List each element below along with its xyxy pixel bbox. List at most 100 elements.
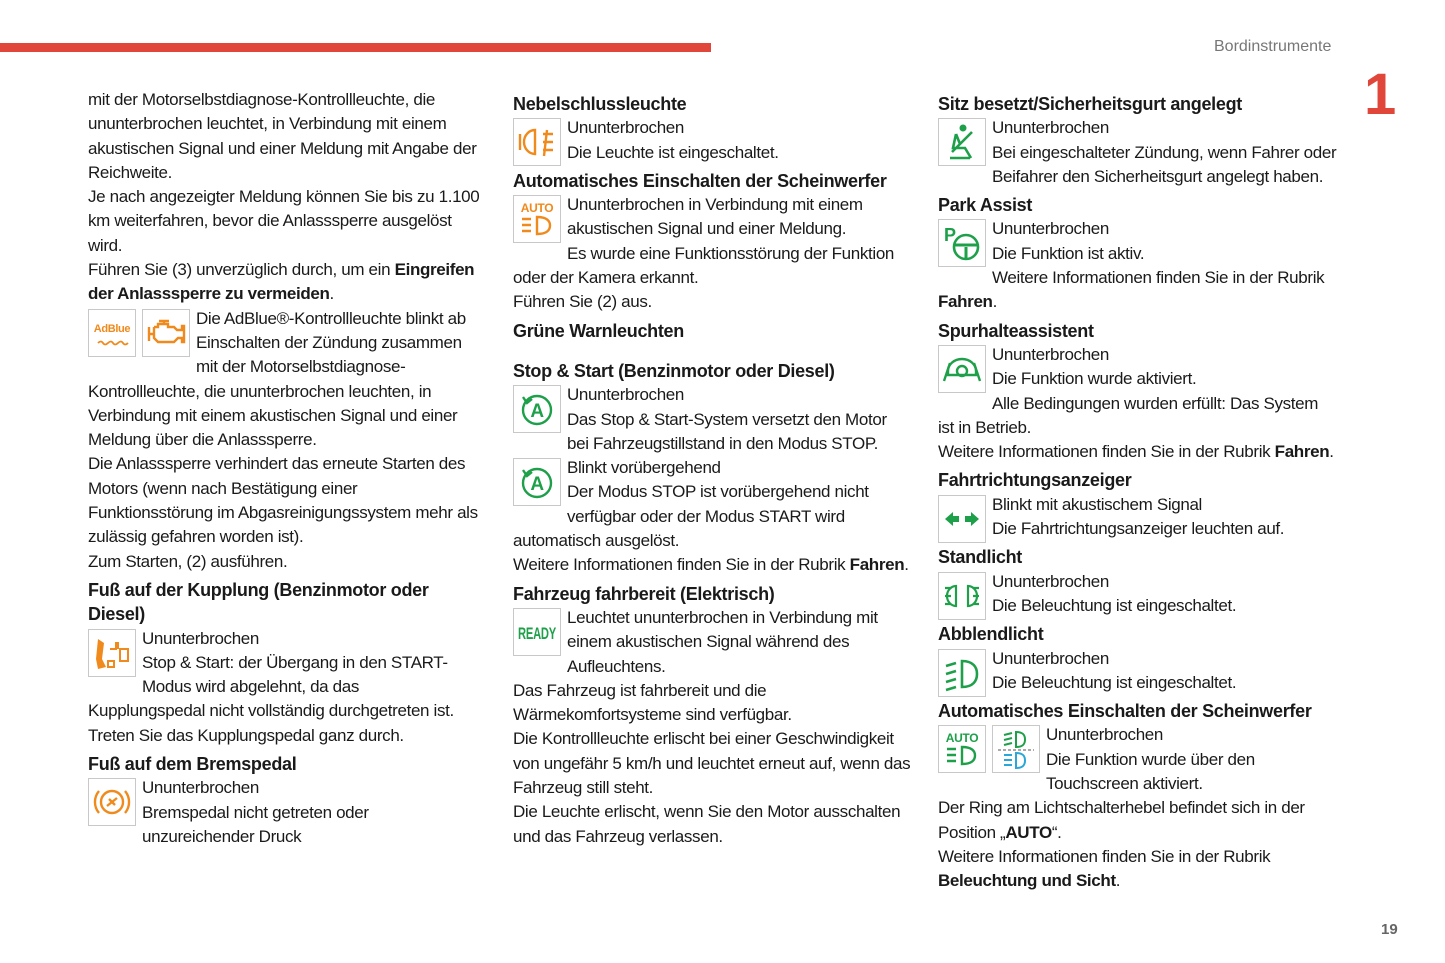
- text: Die Funktion wurde über den Touchscreen …: [1046, 749, 1255, 794]
- text: Weitere Informationen finden Sie in der …: [938, 442, 1275, 462]
- paragraph: P Ununterbrochen Die Funktion ist aktiv.: [938, 217, 1338, 268]
- section-title: Bordinstrumente: [1214, 38, 1332, 55]
- text: Ununterbrochen: [142, 778, 260, 798]
- section-heading: Fahrzeug fahrbereit (Elektrisch): [513, 583, 775, 604]
- paragraph: Die Leuchte erlischt, wenn Sie den Motor…: [513, 800, 911, 849]
- text: .: [1329, 442, 1334, 462]
- text: .: [329, 284, 335, 304]
- turn-signal-icon: [938, 494, 986, 543]
- paragraph: Weitere Informationen finden Sie in der …: [938, 266, 1338, 315]
- svg-text:AdBlue: AdBlue: [94, 323, 131, 335]
- stop-start-icon: A: [513, 385, 561, 434]
- paragraph: Ununterbrochen Die Funktion wurde aktivie…: [938, 343, 1338, 393]
- text: Die AdBlue®-Kontrollleuchte blinkt ab Ei…: [88, 308, 466, 450]
- text: Ununterbrochen: [992, 344, 1110, 364]
- section-heading: Fuß auf dem Bremspedal: [88, 754, 297, 775]
- section-heading: Sitz besetzt/Sicherheitsgurt angelegt: [938, 94, 1242, 114]
- stop-start-icon: A: [513, 458, 561, 507]
- text: Die Funktion ist aktiv.: [992, 243, 1145, 263]
- paragraph: Die Anlasssperre verhindert das erneute …: [88, 452, 480, 549]
- text: Die Beleuchtung ist eingeschaltet.: [992, 595, 1237, 615]
- paragraph: AdBlue Die AdBlue®-Kontrollleuchte blinkt…: [88, 307, 480, 453]
- section-heading: Automatisches Einschalten der Scheinwerf…: [513, 170, 887, 191]
- section-heading: Stop & Start (Benzinmotor oder Diesel): [513, 360, 835, 381]
- lane-keeping-icon: [938, 344, 986, 393]
- text: “.: [1051, 822, 1062, 842]
- column-right: Sitz besetzt/Sicherheitsgurt angelegt Unu…: [938, 88, 1338, 894]
- clutch-pedal-icon: [88, 628, 136, 677]
- svg-text:A: A: [530, 474, 544, 495]
- text: Blinkt mit akustischem Signal: [992, 494, 1202, 514]
- text: Die Leuchte erlischt, wenn Sie den Motor…: [513, 802, 901, 846]
- text: Ununterbrochen: [567, 118, 685, 138]
- bold-text: AUTO: [1005, 822, 1052, 842]
- column-middle: Nebelschlussleuchte Ununterbrochen Die Leu…: [513, 88, 911, 849]
- text: Ununterbrochen: [567, 385, 685, 405]
- adblue-icon: AdBlue: [88, 308, 136, 357]
- auto-beam-touchscreen-icon: [992, 725, 1040, 774]
- text: Ununterbrochen in Verbindung mit einem a…: [567, 195, 863, 239]
- svg-text:AUTO: AUTO: [946, 731, 978, 745]
- section-heading: Grüne Warnleuchten: [513, 320, 684, 341]
- paragraph: Weitere Informationen finden Sie in der …: [938, 845, 1338, 894]
- paragraph: Es wurde eine Funktionsstörung der Funkt…: [513, 242, 911, 291]
- section-heading: Fuß auf der Kupplung (Benzinmotor oder D…: [88, 579, 429, 625]
- park-assist-icon: P: [938, 219, 986, 268]
- text: Bremspedal nicht getreten oder unzureich…: [142, 802, 369, 846]
- svg-text:P: P: [944, 225, 956, 245]
- paragraph: Die Kontrollleuchte erlischt bei einer G…: [513, 727, 911, 800]
- text: Je nach angezeigter Meldung können Sie b…: [88, 187, 480, 255]
- text: Der Modus STOP ist vorübergehend nicht v…: [513, 482, 869, 551]
- text: Weitere Informationen finden Sie in der …: [938, 846, 1271, 866]
- paragraph: Führen Sie (2) aus.: [513, 290, 911, 314]
- paragraph: Weitere Informationen finden Sie in der …: [513, 553, 911, 577]
- text: Die Funktion wurde aktiviert.: [992, 369, 1197, 389]
- paragraph: Zum Starten, (2) ausführen.: [88, 550, 480, 574]
- text: Das Stop & Start-System versetzt den Mot…: [567, 409, 887, 453]
- text: Weitere Informationen finden Sie in der …: [513, 555, 850, 575]
- text: Der Ring am Lichtschalterhebel befindet …: [938, 798, 1305, 842]
- dipped-beam-icon: [938, 648, 986, 697]
- text: Ununterbrochen: [142, 628, 260, 648]
- text: Weitere Informationen finden Sie in der …: [992, 268, 1325, 288]
- text: Alle Bedingungen wurden erfüllt: Das Sys…: [938, 393, 1319, 437]
- paragraph: mit der Motorselbstdiagnose-Kontrollleuc…: [88, 88, 480, 185]
- paragraph: Ununterbrochen Die Beleuchtung ist einges…: [938, 647, 1338, 697]
- paragraph: Ununterbrochen Bei eingeschalteter Zündun…: [938, 116, 1338, 189]
- paragraph: Treten Sie das Kupplungspedal ganz durch…: [88, 724, 480, 748]
- spacer: [513, 343, 911, 355]
- bold-text: Fahren: [938, 292, 993, 312]
- paragraph: AUTO Ununterbrochen in Verbindung mit ein…: [513, 193, 911, 244]
- bold-text: Beleuchtung und Sicht: [938, 871, 1116, 891]
- paragraph: Je nach angezeigter Meldung können Sie b…: [88, 185, 480, 258]
- paragraph: Alle Bedingungen wurden erfüllt: Das Sys…: [938, 392, 1338, 441]
- text: mit der Motorselbstdiagnose-Kontrollleuc…: [88, 90, 477, 182]
- text: Die Anlasssperre verhindert das erneute …: [88, 454, 478, 547]
- text: Blinkt vorübergehend: [567, 458, 721, 478]
- svg-text:A: A: [530, 401, 544, 422]
- rear-fog-light-icon: [513, 118, 561, 167]
- paragraph: Weitere Informationen finden Sie in der …: [938, 440, 1338, 464]
- section-heading: Fahrtrichtungsanzeiger: [938, 470, 1132, 491]
- paragraph: A Blinkt vorübergehend Der Modus STOP ist …: [513, 456, 911, 553]
- ready-icon: READY: [513, 607, 561, 656]
- text: Es wurde eine Funktionsstörung der Funkt…: [513, 243, 895, 288]
- text: Treten Sie das Kupplungspedal ganz durch…: [88, 725, 404, 745]
- text: Die Beleuchtung ist eingeschaltet.: [992, 672, 1237, 692]
- text: Die Fahrtrichtungsanzeiger leuchten auf.: [992, 519, 1285, 539]
- paragraph: Blinkt mit akustischem Signal Die Fahrtri…: [938, 493, 1338, 543]
- paragraph: Führen Sie (3) unverzüglich durch, um ei…: [88, 258, 480, 307]
- section-heading: Standlicht: [938, 547, 1023, 568]
- paragraph: Ununterbrochen Bremspedal nicht getreten …: [88, 776, 480, 849]
- seatbelt-icon: [938, 118, 986, 167]
- text: Führen Sie (2) aus.: [513, 292, 652, 312]
- paragraph: AUTO Ununterbrochen Die Funktion wurde übe…: [938, 723, 1338, 796]
- paragraph: Das Fahrzeug ist fahrbereit und die Wärm…: [513, 679, 911, 728]
- text: Ununterbrochen: [1046, 725, 1164, 745]
- paragraph: Der Ring am Lichtschalterhebel befindet …: [938, 796, 1338, 845]
- text: Bei eingeschalteter Zündung, wenn Fahrer…: [992, 142, 1337, 186]
- paragraph: A Ununterbrochen Das Stop & Start-System v…: [513, 383, 911, 456]
- paragraph: Ununterbrochen Die Leuchte ist eingeschal…: [513, 116, 911, 167]
- section-heading: Automatisches Einschalten der Scheinwerf…: [938, 701, 1312, 722]
- section-heading: Spurhalteassistent: [938, 320, 1094, 341]
